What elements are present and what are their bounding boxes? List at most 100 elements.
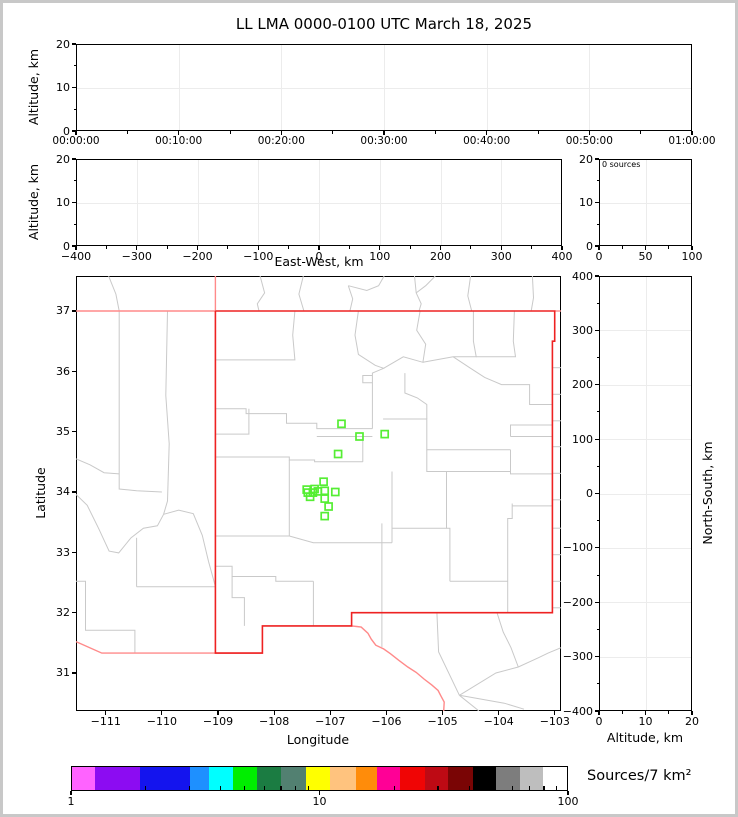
county-line (215, 408, 373, 430)
histogram-source-count: 0 sources (602, 160, 641, 169)
tick-label: 10 (579, 196, 593, 209)
county-line (436, 612, 460, 696)
county-line (476, 310, 517, 358)
tick-mark (498, 711, 500, 715)
tick-mark (329, 711, 331, 715)
tick-mark (595, 710, 599, 712)
minor-tick-mark (531, 246, 533, 249)
county-line (426, 449, 511, 472)
county-line (383, 418, 511, 451)
tick-mark (72, 43, 76, 45)
panel-ns-height (599, 276, 692, 711)
tick-mark (691, 246, 693, 250)
grid-line (599, 493, 692, 495)
minor-tick-mark (73, 65, 76, 67)
minor-tick-mark (288, 246, 290, 249)
tick-mark (595, 547, 599, 549)
tick-label: −100 (562, 541, 593, 555)
tick-mark (72, 672, 76, 674)
tick-label: 100 (681, 250, 703, 263)
tick-mark (500, 246, 502, 250)
colorbar-minor-tick (307, 786, 309, 791)
grid-line (599, 330, 692, 332)
minor-tick-mark (596, 628, 599, 630)
county-line (215, 408, 250, 435)
colorbar-tick-label: 10 (312, 795, 327, 808)
tick-mark (72, 86, 76, 89)
tick-mark (595, 275, 599, 277)
tick-label: 0 (586, 487, 593, 500)
county-line (163, 310, 170, 515)
minor-tick-mark (596, 465, 599, 467)
colorbar-segment (71, 766, 96, 791)
colorbar-segment (329, 766, 356, 791)
lma-source-marker (305, 492, 315, 502)
colorbar-segment (140, 766, 190, 791)
tick-label: 10 (56, 196, 70, 209)
tick-label: 20 (685, 715, 699, 728)
colorbar-tick-label: 1 (67, 795, 75, 808)
tick-mark (72, 612, 76, 614)
tick-label: 00:30:00 (360, 135, 408, 147)
figure-title: LL LMA 0000-0100 UTC March 18, 2025 (235, 15, 533, 33)
tick-label: 200 (572, 378, 593, 392)
tick-label: −103 (539, 715, 570, 728)
minor-tick-mark (73, 223, 76, 225)
tick-label: 0 (315, 250, 323, 263)
lma-source-marker (355, 432, 364, 441)
tick-label: 0 (595, 715, 603, 728)
tick-label: 200 (430, 250, 451, 263)
tick-label: −107 (315, 715, 346, 728)
minor-tick-mark (596, 683, 599, 685)
grid-line (599, 439, 692, 441)
minor-tick-mark (227, 246, 229, 249)
tick-label: −110 (146, 715, 177, 728)
tick-label: 00:50:00 (565, 135, 613, 147)
tick-label: 300 (572, 323, 593, 337)
colorbar-minor-tick (492, 786, 494, 791)
tick-mark (595, 438, 599, 440)
tick-label: 400 (572, 269, 593, 283)
lma-source-marker (337, 419, 346, 429)
colorbar-segment (543, 766, 568, 791)
minor-tick-mark (621, 246, 623, 249)
minor-tick-mark (537, 131, 539, 134)
county-line (422, 311, 477, 363)
county-line (347, 285, 354, 312)
minor-tick-mark (409, 246, 411, 249)
county-line (496, 612, 519, 668)
colorbar-tick (567, 791, 569, 795)
tick-label: 32 (56, 606, 70, 620)
tick-label: 0 (63, 239, 70, 253)
tick-mark (136, 246, 138, 250)
county-line (383, 310, 427, 369)
minor-tick-mark (596, 180, 599, 182)
county-line (452, 356, 553, 405)
tick-label: 50 (638, 250, 653, 263)
tick-label: 0 (595, 250, 603, 263)
colorbar-segment (399, 766, 425, 791)
tick-label: 00:20:00 (257, 135, 305, 147)
county-line (298, 276, 305, 312)
tick-label: 34 (56, 485, 70, 499)
tick-label: 0 (63, 124, 70, 138)
county-line (414, 276, 422, 312)
panel-time-height (76, 44, 692, 131)
minor-tick-mark (348, 246, 350, 249)
colorbar-minor-tick (280, 786, 282, 791)
colorbar-minor-tick (468, 786, 470, 791)
county-line (530, 276, 535, 312)
lma-source-marker (330, 487, 340, 497)
colorbar-segment (209, 766, 234, 791)
tick-mark (644, 711, 647, 715)
tick-mark (196, 246, 199, 250)
tick-mark (441, 711, 444, 715)
tick-label: −200 (182, 250, 213, 263)
county-line (415, 276, 436, 294)
minor-tick-mark (470, 246, 472, 249)
minor-tick-mark (126, 131, 128, 134)
colorbar-segment (355, 766, 377, 791)
tick-label: 33 (56, 545, 70, 559)
tick-label: 20 (579, 152, 593, 166)
